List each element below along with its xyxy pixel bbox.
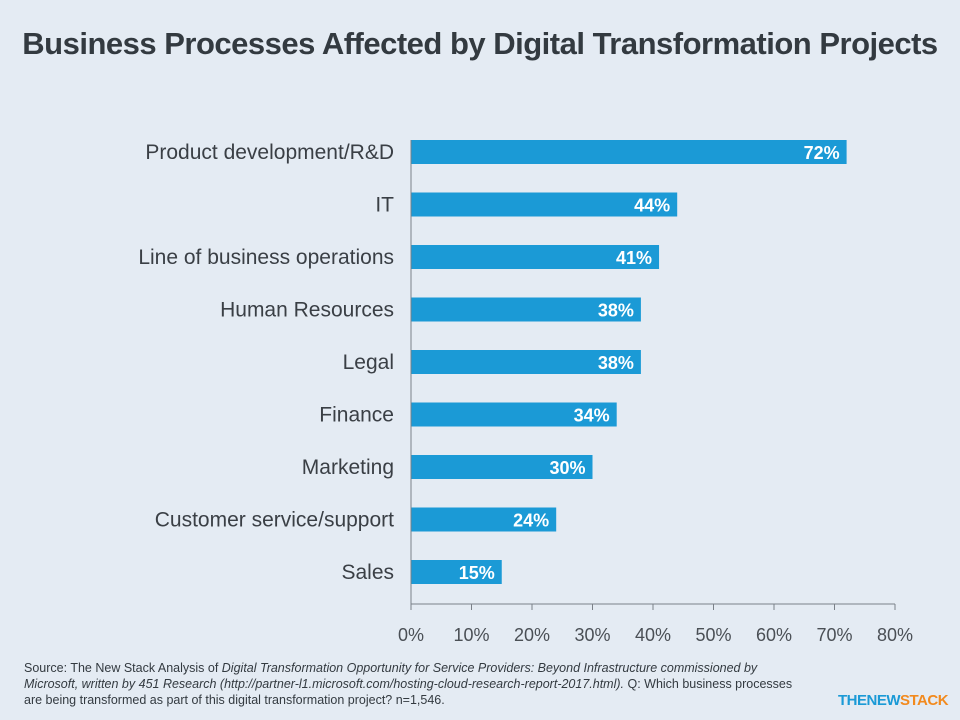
bar (411, 560, 502, 584)
bar (411, 402, 617, 427)
x-tick-label: 50% (695, 625, 731, 645)
x-tick-label: 20% (514, 625, 550, 645)
chart-title: Business Processes Affected by Digital T… (22, 26, 938, 61)
x-axis: 0% 10% 20% 30% 40% 50% 60% 70% 80% (398, 140, 913, 645)
data-label: 41% (616, 248, 652, 268)
bar (411, 297, 641, 322)
x-tick-label: 30% (574, 625, 610, 645)
category-label: Human Resources (220, 299, 394, 322)
source-italic: Digital Transformation Opportunity for S… (24, 661, 758, 691)
x-tick-label: 80% (877, 625, 913, 645)
data-label: 34% (574, 406, 610, 426)
x-tick-label: 10% (453, 625, 489, 645)
source-prefix: Source: The New Stack Analysis of (24, 661, 222, 675)
logo-part-2: STACK (900, 692, 949, 709)
bar (411, 455, 593, 479)
bar (411, 192, 678, 217)
category-label: Legal (343, 351, 394, 374)
category-label: Line of business operations (138, 246, 394, 269)
x-tick-label: 70% (816, 625, 852, 645)
data-label: 38% (598, 301, 634, 321)
x-tick-label: 40% (635, 625, 671, 645)
source-note: Source: The New Stack Analysis of Digita… (24, 660, 804, 708)
category-label: Sales (341, 561, 394, 584)
logo-part-1: THENEW (838, 692, 901, 709)
data-label: 72% (804, 143, 840, 163)
category-label: Product development/R&D (145, 141, 394, 164)
source-suffix: Q: Which business processes are being tr… (24, 677, 793, 707)
category-label: Marketing (302, 456, 394, 479)
bar (411, 245, 660, 269)
bars-group: Product development/R&D 72% IT 44% Line of b… (138, 140, 847, 584)
data-label: 30% (549, 458, 585, 478)
brand-logo: THENEWSTACK (838, 692, 949, 709)
x-tick-label: 0% (398, 625, 424, 645)
bar (411, 507, 557, 532)
x-tick-label: 60% (756, 625, 792, 645)
bar (411, 140, 847, 164)
category-label: Customer service/support (155, 509, 394, 532)
category-label: IT (375, 194, 394, 217)
bar-chart: Product development/R&D 72% IT 44% Line of b… (138, 140, 913, 645)
data-label: 44% (634, 196, 670, 216)
data-label: 38% (598, 353, 634, 373)
data-label: 24% (513, 511, 549, 531)
bar (411, 350, 641, 374)
category-label: Finance (319, 404, 394, 427)
data-label: 15% (459, 563, 495, 583)
